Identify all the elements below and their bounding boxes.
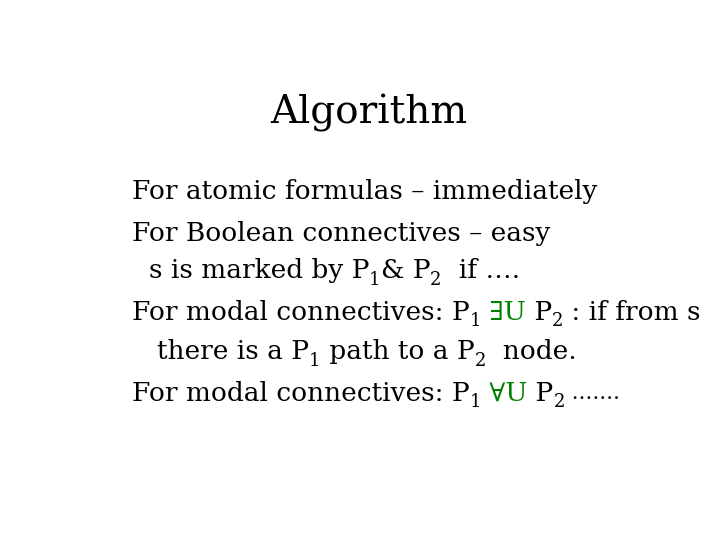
Text: & P: & P [381,258,431,283]
Text: 1: 1 [369,271,381,289]
Text: 1: 1 [469,312,481,330]
Text: For modal connectives: P: For modal connectives: P [132,300,469,325]
Text: P: P [526,300,552,325]
Text: : if from s: : if from s [564,300,701,325]
Text: 2: 2 [552,312,564,330]
Text: there is a P: there is a P [157,339,309,364]
Text: Algorithm: Algorithm [271,93,467,132]
Text: 2: 2 [474,352,486,370]
Text: ∃U: ∃U [481,300,526,325]
Text: node.: node. [486,339,576,364]
Text: P: P [528,381,554,406]
Text: 2: 2 [431,271,441,289]
Text: ∀U: ∀U [481,381,528,406]
Text: For modal connectives: P: For modal connectives: P [132,381,469,406]
Text: if ….: if …. [441,258,520,283]
Text: 2: 2 [554,394,565,411]
Text: …….: ……. [565,384,620,403]
Text: 1: 1 [309,352,320,370]
Text: For Boolean connectives – easy: For Boolean connectives – easy [132,221,550,246]
Text: path to a P: path to a P [320,339,474,364]
Text: For atomic formulas – immediately: For atomic formulas – immediately [132,179,597,204]
Text: s is marked by P: s is marked by P [148,258,369,283]
Text: 1: 1 [469,394,481,411]
